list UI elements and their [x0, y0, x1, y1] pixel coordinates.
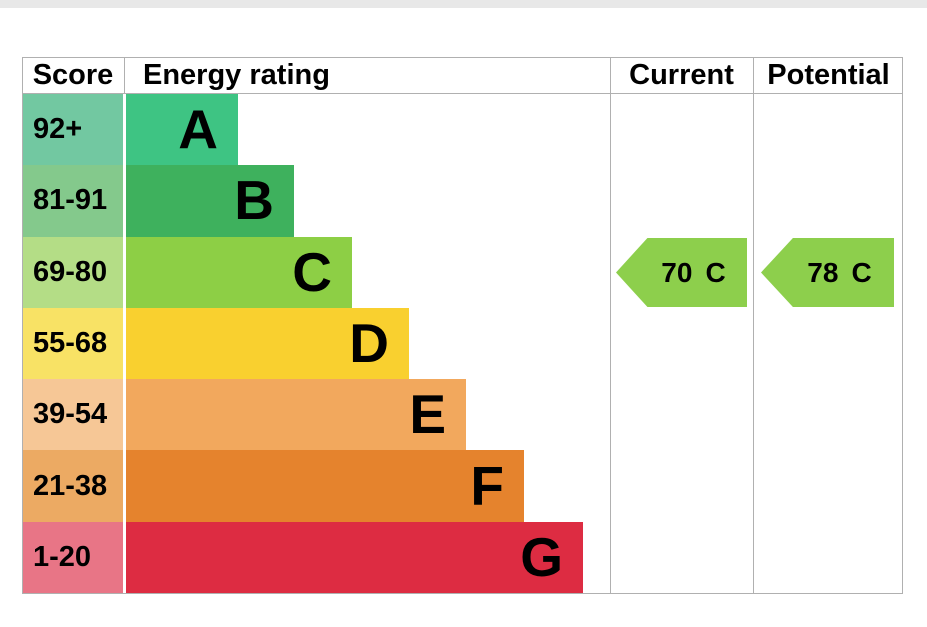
potential-rating-band: C — [851, 256, 872, 288]
score-cell-a: 92+ — [23, 94, 123, 166]
potential-column-divider — [753, 58, 754, 593]
potential-rating-value: 78 — [807, 256, 839, 288]
band-row-f: 21-38 F — [23, 450, 902, 522]
potential-column-header: Potential — [767, 59, 890, 91]
rating-bar-g: G — [126, 521, 583, 593]
score-cell-f: 21-38 — [23, 450, 123, 522]
band-row-d: 55-68 D — [23, 307, 902, 380]
score-cell-c: 69-80 — [23, 236, 123, 308]
rating-letter-d: D — [349, 311, 389, 374]
score-column-divider — [124, 58, 125, 93]
band-row-a: 92+ A — [23, 94, 902, 166]
potential-rating-arrow: 78 C — [761, 238, 894, 307]
band-row-b: 81-91 B — [23, 165, 902, 237]
score-label-e: 39-54 — [33, 398, 108, 431]
rating-letter-e: E — [409, 383, 446, 446]
score-label-d: 55-68 — [33, 326, 108, 359]
rating-letter-c: C — [292, 240, 332, 303]
score-column-header: Score — [32, 59, 114, 91]
rating-bar-d: D — [126, 307, 409, 380]
rating-bar-f: F — [126, 450, 524, 522]
current-rating-band: C — [705, 256, 726, 288]
current-column-header: Current — [629, 59, 734, 91]
table-header-row: Score Energy rating Current Potential — [23, 58, 902, 94]
current-rating-value: 70 — [661, 256, 693, 288]
score-label-a: 92+ — [33, 113, 83, 146]
band-row-e: 39-54 E — [23, 379, 902, 451]
rating-bar-c: C — [126, 236, 352, 308]
rating-bar-e: E — [126, 379, 466, 451]
score-cell-e: 39-54 — [23, 379, 123, 451]
rating-letter-g: G — [520, 525, 563, 588]
score-label-g: 1-20 — [33, 540, 92, 573]
score-label-b: 81-91 — [33, 184, 108, 217]
rating-bar-b: B — [126, 165, 294, 237]
rating-letter-a: A — [178, 98, 218, 161]
score-label-c: 69-80 — [33, 255, 108, 288]
epc-rating-table: Score Energy rating Current Potential 92… — [22, 57, 903, 594]
rating-letter-f: F — [470, 454, 504, 517]
rating-band-rows: 92+ A 81-91 B 69-80 C — [23, 94, 902, 593]
score-cell-b: 81-91 — [23, 165, 123, 237]
rating-letter-b: B — [234, 169, 274, 232]
current-rating-arrow: 70 C — [616, 238, 747, 307]
top-divider-bar — [0, 0, 927, 8]
current-column-divider — [610, 58, 611, 593]
score-cell-g: 1-20 — [23, 521, 123, 593]
energy-rating-column-header: Energy rating — [143, 59, 330, 91]
score-label-f: 21-38 — [33, 469, 108, 502]
rating-bar-a: A — [126, 94, 238, 166]
band-row-g: 1-20 G — [23, 521, 902, 593]
score-cell-d: 55-68 — [23, 307, 123, 380]
band-row-c: 69-80 C — [23, 236, 902, 308]
